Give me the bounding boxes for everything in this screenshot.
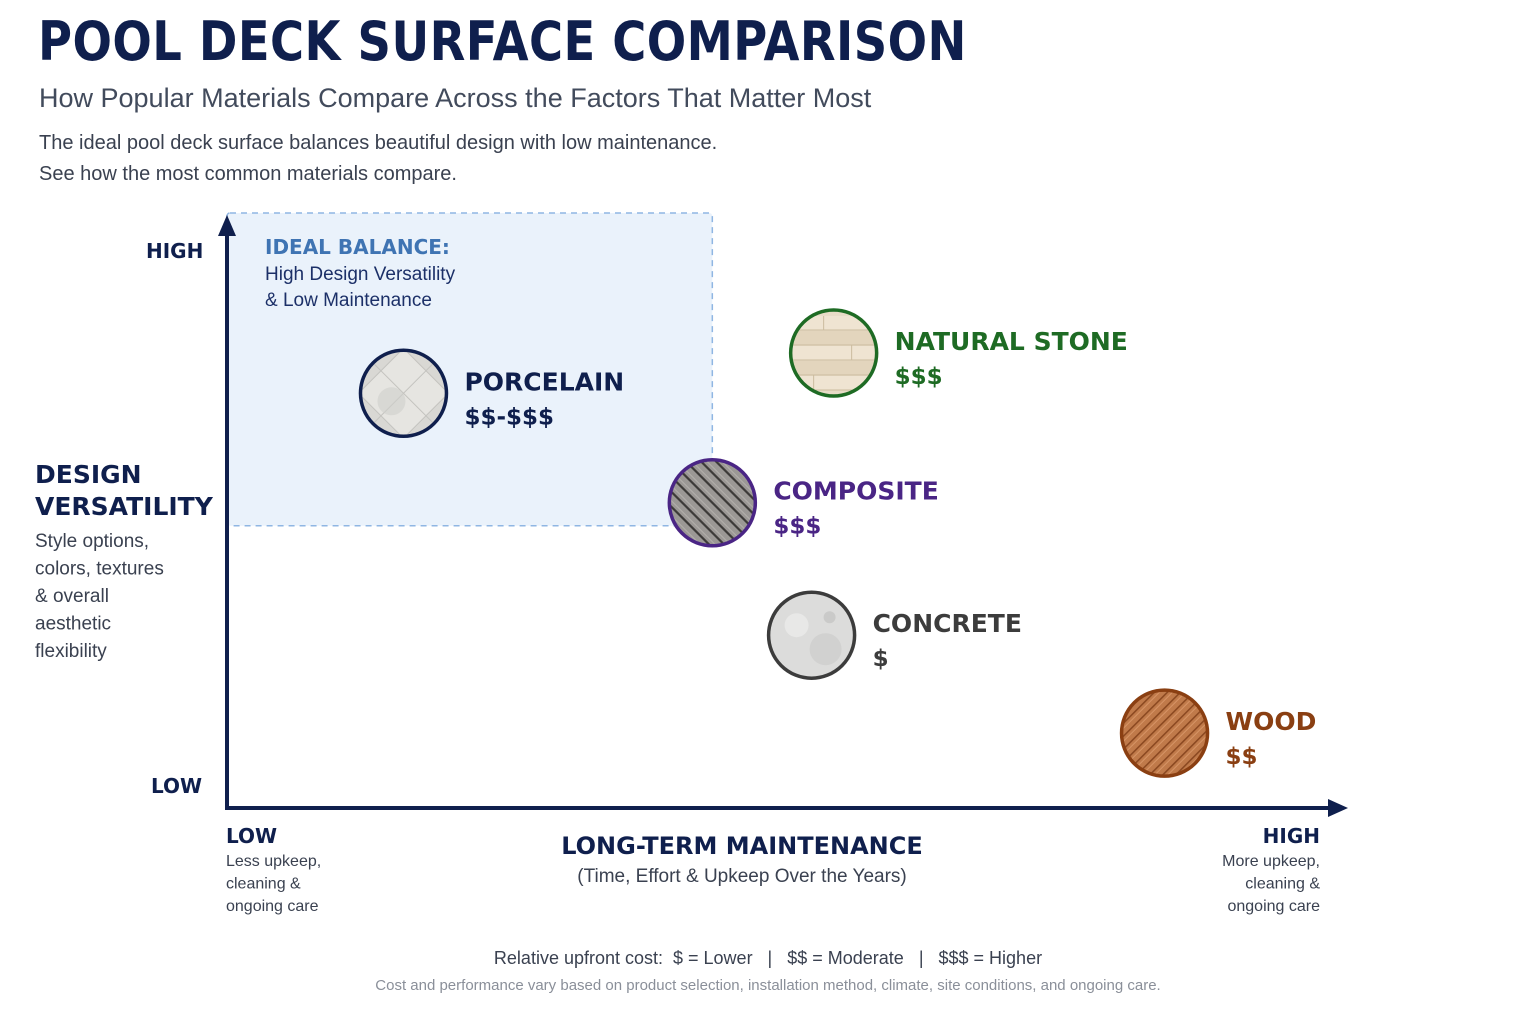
- x-axis-high-description: More upkeep, cleaning & ongoing care: [1222, 853, 1320, 915]
- stone-plank-icon: [791, 310, 876, 395]
- point-label: CONCRETE: [873, 609, 1022, 638]
- ideal-balance-line-1: High Design Versatility: [265, 264, 456, 285]
- point-cost-label: $$$: [773, 514, 821, 540]
- y-axis-title-line-2: VERSATILITY: [35, 492, 214, 521]
- x-axis-subtitle: (Time, Effort & Upkeep Over the Years): [577, 866, 906, 887]
- x-axis-low-label: LOW: [226, 824, 277, 848]
- point-marker: [1119, 688, 1210, 778]
- x-axis-arrowhead: [1328, 799, 1348, 817]
- intro-text: The ideal pool deck surface balances bea…: [39, 128, 717, 190]
- point-label: COMPOSITE: [773, 477, 939, 506]
- point-cost-label: $: [873, 646, 889, 672]
- x-axis-high-description-line: cleaning &: [1245, 876, 1320, 893]
- point-cost-label: $$$: [895, 364, 943, 390]
- point-natural-stone: NATURAL STONE $$$: [788, 308, 1128, 398]
- ideal-balance-line-2: & Low Maintenance: [265, 290, 432, 311]
- cost-legend: Relative upfront cost: $ = Lower | $$ = …: [493, 948, 1043, 968]
- y-axis-description: Style options, colors, textures & overall a…: [35, 531, 164, 662]
- point-cost-label: $$-$$$: [464, 404, 554, 430]
- point-marker: [788, 308, 879, 398]
- y-axis-description-line: & overall: [35, 586, 109, 607]
- point-label: PORCELAIN: [464, 367, 624, 396]
- page-title: POOL DECK SURFACE COMPARISON: [38, 10, 967, 73]
- y-axis-description-line: flexibility: [35, 641, 107, 662]
- x-axis-high-description-line: ongoing care: [1227, 898, 1320, 915]
- point-composite: COMPOSITE $$$: [667, 457, 939, 548]
- point-label: NATURAL STONE: [895, 327, 1128, 356]
- page-subtitle: How Popular Materials Compare Across the…: [39, 83, 872, 113]
- ideal-balance-title: IDEAL BALANCE:: [265, 235, 450, 259]
- intro-line-2: See how the most common materials compar…: [39, 163, 457, 185]
- x-axis-low-description-line: Less upkeep,: [226, 853, 321, 870]
- y-axis-description-line: Style options,: [35, 531, 149, 552]
- point-porcelain: PORCELAIN $$-$$$: [358, 348, 624, 439]
- intro-line-1: The ideal pool deck surface balances bea…: [39, 132, 718, 154]
- concrete-slab-icon: [769, 593, 854, 678]
- y-axis-low-label: LOW: [151, 774, 202, 798]
- point-label: WOOD: [1226, 707, 1317, 736]
- x-axis-title: LONG-TERM MAINTENANCE: [561, 832, 923, 860]
- point-marker: [358, 348, 449, 439]
- y-axis-description-line: colors, textures: [35, 559, 164, 580]
- x-axis-high-label: HIGH: [1263, 824, 1320, 848]
- x-axis-high-description-line: More upkeep,: [1222, 853, 1320, 870]
- x-axis-low-description-line: cleaning &: [226, 876, 301, 893]
- point-marker: [766, 590, 857, 680]
- point-marker: [667, 457, 758, 548]
- disclaimer-note: Cost and performance vary based on produ…: [375, 977, 1161, 994]
- y-axis-description-line: aesthetic: [35, 614, 111, 635]
- point-wood: WOOD $$: [1119, 688, 1317, 778]
- material-points: PORCELAIN$$-$$$NATURAL STONE$$$COMPOSITE…: [358, 308, 1317, 778]
- x-axis-low-description-line: ongoing care: [226, 898, 319, 915]
- x-axis-low-description: Less upkeep, cleaning & ongoing care: [226, 853, 321, 915]
- porcelain-tile-icon: [361, 351, 446, 436]
- y-axis-high-label: HIGH: [146, 239, 203, 263]
- y-axis-title-line-1: DESIGN: [35, 460, 142, 489]
- point-concrete: CONCRETE $: [766, 590, 1022, 680]
- y-axis-arrowhead: [218, 215, 236, 236]
- point-cost-label: $$: [1226, 744, 1258, 770]
